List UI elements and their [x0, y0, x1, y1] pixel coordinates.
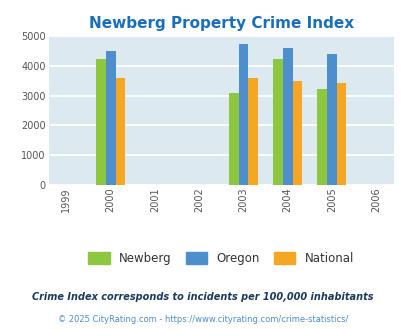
Bar	[106, 51, 115, 185]
Bar	[273, 59, 282, 185]
Legend: Newberg, Oregon, National: Newberg, Oregon, National	[83, 247, 358, 270]
Bar	[316, 89, 326, 185]
Bar	[282, 48, 292, 185]
Text: © 2025 CityRating.com - https://www.cityrating.com/crime-statistics/: © 2025 CityRating.com - https://www.city…	[58, 315, 347, 324]
Bar	[336, 82, 345, 185]
Bar	[238, 44, 247, 185]
Bar	[247, 78, 257, 185]
Bar	[326, 54, 336, 185]
Title: Newberg Property Crime Index: Newberg Property Crime Index	[88, 16, 353, 31]
Bar	[115, 78, 125, 185]
Bar	[228, 93, 238, 185]
Bar	[96, 59, 106, 185]
Text: Crime Index corresponds to incidents per 100,000 inhabitants: Crime Index corresponds to incidents per…	[32, 292, 373, 302]
Bar	[292, 81, 301, 185]
